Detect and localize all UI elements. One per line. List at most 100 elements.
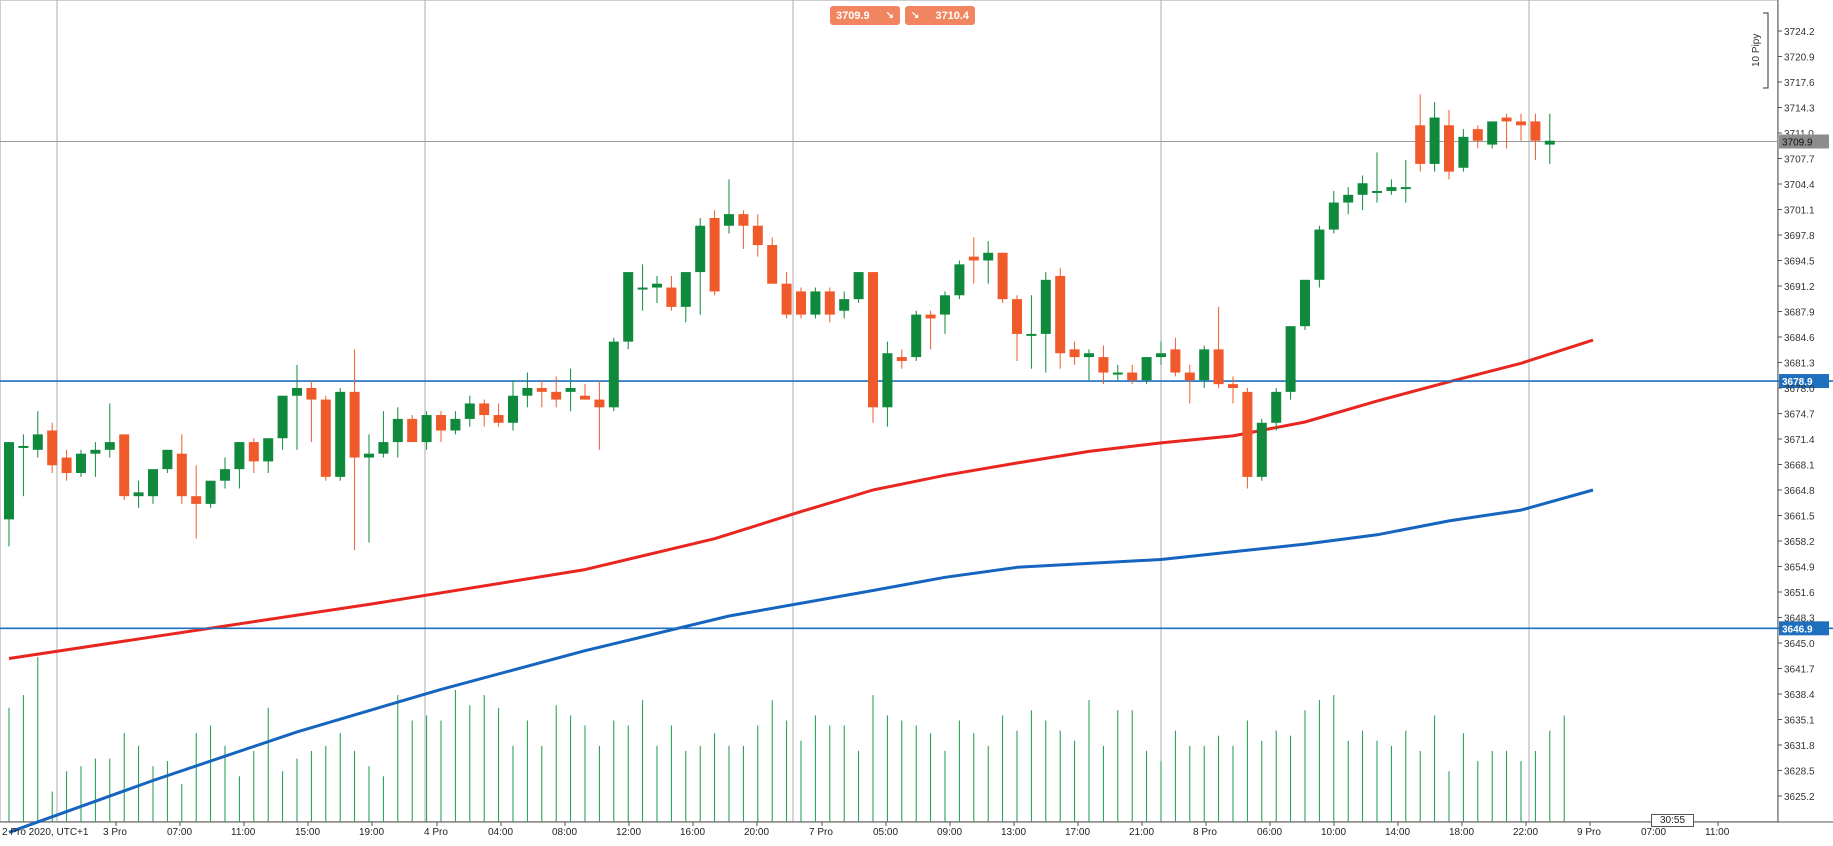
candle-body xyxy=(234,442,245,470)
candle-body xyxy=(1429,117,1440,164)
price-tick-label: 3681.3 xyxy=(1784,359,1815,370)
candle-body xyxy=(853,272,864,300)
candle-body xyxy=(623,272,634,342)
price-tick-label: 3684.6 xyxy=(1784,333,1815,344)
time-tick-label: 14:00 xyxy=(1385,827,1410,838)
price-tick-label: 3654.9 xyxy=(1784,563,1815,574)
candle-body xyxy=(652,283,662,288)
price-tick-label: 3707.7 xyxy=(1784,155,1815,166)
horizontal-level-value: 3646.9 xyxy=(1782,624,1813,635)
candle-body xyxy=(824,291,835,315)
candle-body xyxy=(1487,121,1498,145)
candle-body xyxy=(392,418,403,443)
candle xyxy=(205,480,216,508)
price-tick-label: 3671.4 xyxy=(1784,435,1815,446)
candle xyxy=(1242,388,1253,489)
price-tick-label: 3678.0 xyxy=(1784,384,1815,395)
time-tick-label: 07:00 xyxy=(1641,827,1666,838)
candle-body xyxy=(479,403,490,416)
time-tick-label: 11:00 xyxy=(1705,827,1730,838)
candle-body xyxy=(32,434,43,450)
candle xyxy=(220,457,230,489)
candle-body xyxy=(695,225,706,273)
candle xyxy=(1012,295,1022,361)
candle-body xyxy=(896,357,907,361)
candle xyxy=(1400,160,1411,203)
candle xyxy=(1386,179,1397,195)
candle xyxy=(680,272,691,323)
candle-body xyxy=(810,291,821,315)
candle xyxy=(940,291,950,334)
horizontal-lines-layer[interactable]: 3678.9 3646.9 xyxy=(0,141,1833,636)
candle-body xyxy=(522,388,533,396)
candle-body xyxy=(335,391,346,477)
candle-body xyxy=(407,418,418,443)
candle-body xyxy=(882,353,893,408)
candle xyxy=(839,291,850,319)
candle xyxy=(796,287,806,319)
candle xyxy=(1501,113,1512,149)
candle xyxy=(392,407,403,458)
price-tick-label: 3635.1 xyxy=(1784,716,1815,727)
candle-body xyxy=(4,442,14,520)
pip-scale-bracket xyxy=(1763,12,1769,89)
time-tick-label: 8 Pro xyxy=(1193,827,1217,838)
candle xyxy=(709,210,720,296)
candle xyxy=(968,237,979,284)
candle xyxy=(90,442,101,477)
candle xyxy=(608,337,619,412)
candle xyxy=(594,380,605,450)
candle-body xyxy=(1544,140,1555,145)
candle xyxy=(853,272,864,303)
candle-body xyxy=(1213,349,1224,385)
candle-body xyxy=(666,287,677,307)
candle xyxy=(1141,357,1152,385)
candle-body xyxy=(565,388,576,392)
candle-body xyxy=(1069,349,1080,358)
sell-button[interactable]: 3709.9 ↘ xyxy=(830,6,900,25)
candle-body xyxy=(954,264,965,296)
candle-body xyxy=(320,399,331,477)
candle-body xyxy=(277,395,288,439)
candle xyxy=(824,287,835,323)
buy-button[interactable]: ↘ 3710.4 xyxy=(905,6,975,25)
time-tick-label: 21:00 xyxy=(1129,827,1154,838)
candle-body xyxy=(220,469,230,481)
price-tick-label: 3638.4 xyxy=(1784,690,1815,701)
price-tick-label: 3674.7 xyxy=(1784,410,1815,421)
candle-body xyxy=(1400,187,1411,190)
candle-body xyxy=(1026,333,1037,336)
candle xyxy=(450,411,461,435)
candle-body xyxy=(1343,194,1354,203)
candle-body xyxy=(1372,190,1382,193)
candle xyxy=(277,395,288,450)
time-tick-label: 18:00 xyxy=(1449,827,1474,838)
candle-body xyxy=(508,395,518,423)
candle-body xyxy=(1199,349,1210,381)
candle-body xyxy=(464,403,475,419)
price-tick-label: 3704.4 xyxy=(1784,180,1815,191)
candles-layer[interactable] xyxy=(4,94,1555,551)
candle xyxy=(1544,113,1555,164)
price-tick-label: 3714.3 xyxy=(1784,104,1815,115)
candle xyxy=(983,241,994,284)
candle-body xyxy=(1084,353,1094,358)
candle-body xyxy=(796,291,806,315)
candle xyxy=(666,275,677,311)
candle-body xyxy=(752,225,763,246)
candle xyxy=(767,237,778,284)
candle-body xyxy=(1170,349,1181,373)
candle-body xyxy=(637,287,648,290)
candle xyxy=(738,210,749,249)
time-tick-label: 12:00 xyxy=(616,827,641,838)
candle-body xyxy=(1328,202,1339,230)
candle-body xyxy=(133,492,144,497)
candle xyxy=(148,469,158,504)
candle-body xyxy=(104,442,115,450)
candle xyxy=(1040,272,1051,373)
candle xyxy=(162,449,173,473)
candle-body xyxy=(119,434,130,497)
candle xyxy=(911,310,922,361)
candle-body xyxy=(1184,372,1195,381)
